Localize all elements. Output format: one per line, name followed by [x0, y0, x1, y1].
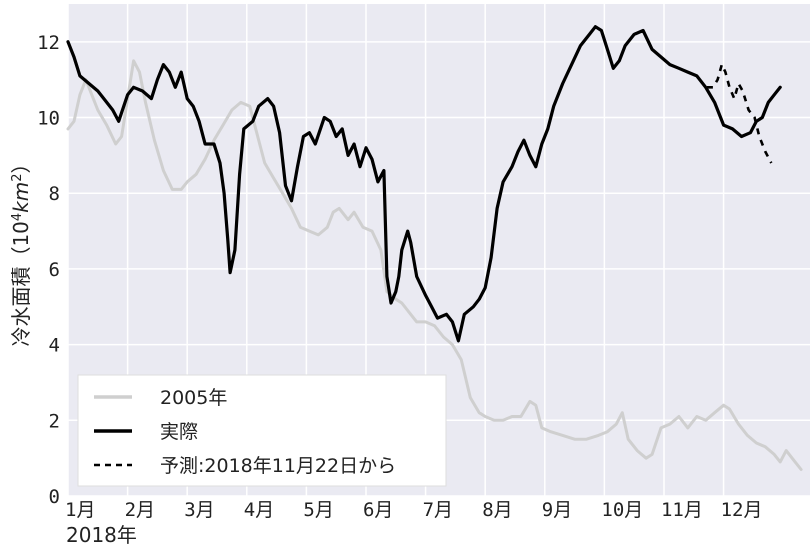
y-tick-label-1: 2	[49, 410, 60, 432]
y-tick-label-5: 10	[37, 108, 60, 130]
y-tick-labels: 0 2 4 6 8 10 12	[37, 32, 60, 508]
x-tick-label-3: 4月	[244, 499, 274, 521]
x-tick-label-5: 6月	[363, 499, 393, 521]
x-axis-year-label: 2018年	[66, 523, 137, 547]
y-tick-label-0: 0	[49, 486, 60, 508]
x-tick-label-2: 3月	[184, 499, 214, 521]
y-axis-label-unit: km	[9, 182, 33, 213]
y-tick-label-6: 12	[37, 32, 60, 54]
x-tick-label-8: 9月	[542, 499, 572, 521]
legend-label-1: 実際	[160, 421, 198, 443]
y-axis-label-sup2: 2	[10, 173, 25, 181]
y-axis-label-sup: 4	[10, 213, 25, 221]
series-line-2	[706, 63, 773, 164]
x-tick-label-0: 1月	[65, 499, 95, 521]
series-line-1	[66, 25, 782, 343]
x-tick-label-9: 10月	[601, 499, 643, 521]
y-tick-label-2: 4	[49, 335, 60, 357]
series-line-0	[66, 59, 803, 471]
legend-label-0: 2005年	[160, 387, 227, 409]
x-tick-labels: 1月 2月 3月 4月 5月 6月 7月 8月 9月 10月 11月 12月	[65, 499, 762, 521]
x-tick-label-7: 8月	[482, 499, 512, 521]
series-layer	[66, 25, 803, 471]
legend-label-2: 予測:2018年11月22日から	[160, 455, 396, 477]
y-tick-label-4: 8	[49, 183, 60, 205]
legend-box	[77, 374, 447, 487]
x-tick-label-10: 11月	[661, 499, 703, 521]
x-tick-label-4: 5月	[303, 499, 333, 521]
y-axis-label-end: ）	[9, 153, 33, 173]
x-tick-label-1: 2月	[125, 499, 155, 521]
y-axis-label-main: 冷水面積（10	[9, 221, 33, 346]
x-tick-label-6: 7月	[423, 499, 453, 521]
x-tick-label-11: 12月	[721, 499, 763, 521]
y-axis-label: 冷水面積（104km2）	[9, 153, 33, 346]
y-tick-label-3: 6	[49, 259, 60, 281]
